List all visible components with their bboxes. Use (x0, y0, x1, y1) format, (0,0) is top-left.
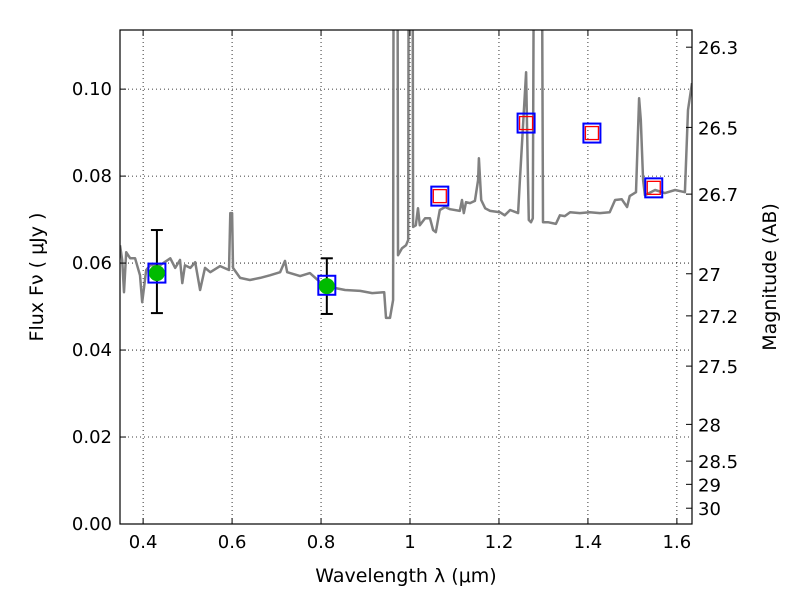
x-tick-label: 0.4 (129, 532, 158, 553)
y2-tick-label: 26.7 (698, 185, 738, 206)
model-point-inner (518, 115, 534, 131)
y2-axis-label: Magnitude (AB) (759, 203, 781, 351)
model-point-box (317, 274, 337, 296)
y-tick-label: 0.04 (72, 340, 112, 361)
observed-point (148, 265, 165, 282)
y2-tick-label: 26.5 (698, 118, 738, 139)
y-tick-label: 0.10 (72, 79, 112, 100)
model-point-box (430, 185, 450, 207)
y-tick-label: 0.08 (72, 166, 112, 187)
y-tick-label: 0.06 (72, 253, 112, 274)
x-tick-label: 0.8 (307, 532, 336, 553)
model-point-inner (646, 180, 661, 196)
spectrum-line (120, 30, 692, 320)
model-point-box (582, 122, 602, 144)
y2-tick-label: 29 (698, 475, 721, 496)
ticks: 0.4 0.6 0.8 1 1.2 1.4 1.6 0.00 0.02 0.04 0.06 0.08 0… (72, 30, 738, 553)
y2-tick-label: 26.3 (698, 38, 738, 59)
y2-tick-label: 30 (698, 499, 721, 520)
y2-tick-label: 28 (698, 415, 721, 436)
y-tick-label: 0.00 (72, 514, 112, 535)
y2-tick-label: 27 (698, 265, 721, 286)
y-axis-label: Flux Fν ( μJy ) (26, 213, 48, 342)
y2-tick-label: 27.2 (698, 307, 738, 328)
model-point-inner (432, 188, 447, 204)
x-axis-label: Wavelength λ (μm) (315, 565, 496, 587)
axes-frame (119, 29, 693, 525)
x-tick-label: 1.4 (574, 532, 603, 553)
x-tick-label: 1 (404, 532, 415, 553)
observed-point (318, 278, 335, 295)
x-tick-label: 0.6 (218, 532, 247, 553)
model-point-inner (584, 125, 600, 141)
model-point-box (644, 177, 664, 199)
x-tick-label: 1.2 (485, 532, 514, 553)
model-point-box (147, 262, 167, 284)
plot-area (120, 30, 692, 320)
model-point-box (516, 112, 536, 134)
y2-tick-label: 27.5 (698, 357, 738, 378)
x-tick-label: 1.6 (663, 532, 692, 553)
y-tick-label: 0.02 (72, 427, 112, 448)
y2-tick-label: 28.5 (698, 452, 738, 473)
